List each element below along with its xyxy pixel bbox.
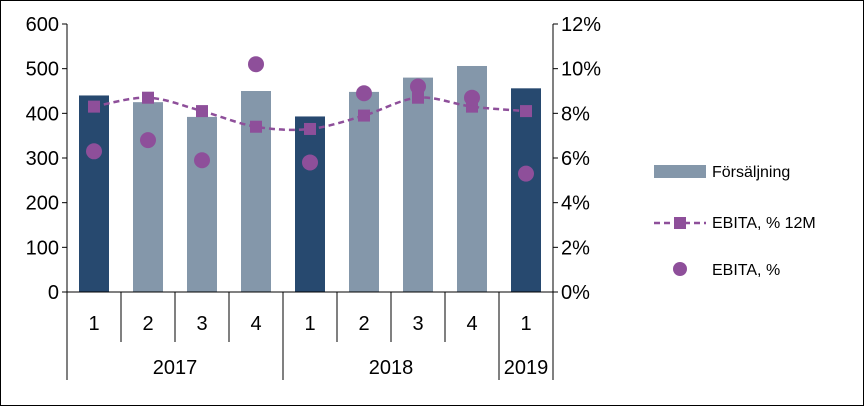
ebita-12m-marker (142, 91, 154, 104)
bar-5 (295, 116, 325, 293)
category-label: 1 (304, 313, 315, 335)
ebita-point (356, 85, 372, 102)
right-tick-label: 2% (561, 237, 590, 259)
right-tick-label: 6% (561, 148, 590, 170)
ebita-12m-marker (358, 109, 370, 122)
axes-layer: 0 100 200 300 400 500 600 0% 2% 4% 6% 8% 10% 12% (26, 14, 602, 304)
category-label: 2 (142, 313, 153, 335)
ebita-point (518, 165, 534, 182)
left-tick-label: 0 (48, 282, 59, 304)
category-label: 3 (196, 313, 207, 335)
ebita-12m-marker (412, 91, 424, 104)
scatter-layer (86, 56, 534, 182)
legend-label-sales: Försäljning (712, 164, 790, 181)
legend-swatch-sales (654, 165, 706, 178)
bar-1 (79, 95, 109, 292)
left-tick-label: 400 (26, 103, 59, 125)
category-label: 4 (466, 313, 477, 335)
right-tick-label: 10% (561, 59, 601, 81)
ebita-12m-marker (520, 105, 532, 118)
left-tick-label: 600 (26, 14, 59, 36)
bar-2 (133, 102, 163, 293)
bars-layer (79, 65, 541, 293)
right-tick-label: 12% (561, 14, 601, 36)
group-label: 2017 (153, 357, 198, 379)
category-layer: 1 2 3 4 1 2 3 4 1 2017 2018 2019 (66, 291, 554, 380)
legend-label-ebita-12m: EBITA, % 12M (712, 215, 816, 232)
left-tick-label: 500 (26, 59, 59, 81)
legend-marker-ebita (673, 262, 687, 276)
legend-marker-ebita-12m (674, 217, 686, 229)
category-label: 1 (520, 313, 531, 335)
legend: Försäljning EBITA, % 12M EBITA, % (654, 164, 816, 279)
ebita-12m-marker (250, 120, 262, 133)
category-label: 2 (358, 313, 369, 335)
bar-9 (511, 88, 541, 292)
ebita-point (140, 132, 156, 149)
ebita-point (464, 89, 480, 106)
ebita-point (86, 143, 102, 160)
bar-3 (187, 116, 217, 292)
group-label: 2019 (504, 357, 549, 379)
right-tick-label: 8% (561, 103, 590, 125)
bar-7 (403, 77, 433, 292)
ebita-12m-marker (304, 122, 316, 135)
category-label: 1 (88, 313, 99, 335)
category-label: 3 (412, 313, 423, 335)
ebita-point (302, 154, 318, 171)
left-tick-label: 200 (26, 193, 59, 215)
ebita-12m-marker (196, 105, 208, 118)
category-label: 4 (250, 313, 261, 335)
ebita-point (248, 56, 264, 73)
right-tick-label: 0% (561, 282, 590, 304)
left-tick-label: 300 (26, 148, 59, 170)
right-tick-label: 4% (561, 193, 590, 215)
ebita-point (410, 78, 426, 95)
left-tick-label: 100 (26, 237, 59, 259)
legend-label-ebita: EBITA, % (712, 262, 780, 279)
ebita-point (194, 152, 210, 169)
bar-6 (349, 91, 379, 292)
group-label: 2018 (369, 357, 414, 379)
ebita-12m-marker (88, 100, 100, 113)
